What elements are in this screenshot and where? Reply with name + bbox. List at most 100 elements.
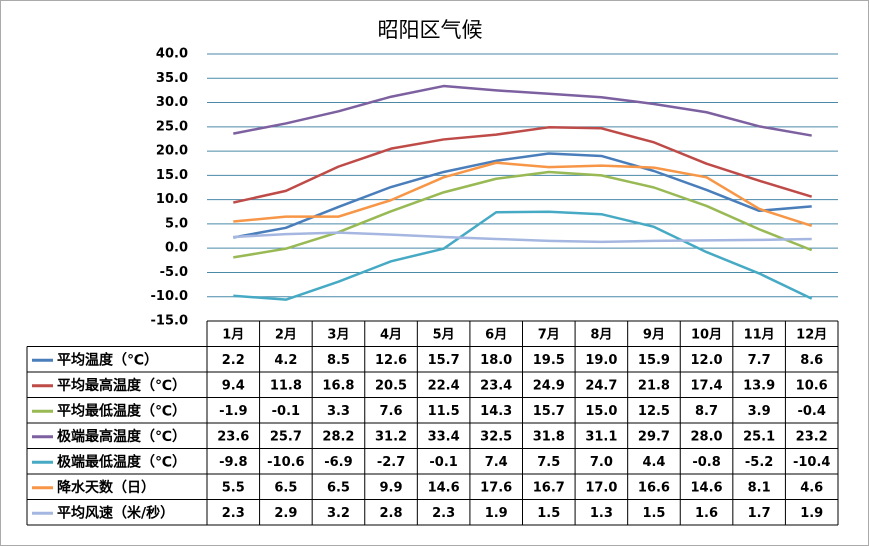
table-cell: 1.5 [537, 506, 560, 521]
y-tick-label: -10.0 [151, 289, 188, 304]
table-cell: 15.7 [428, 353, 460, 368]
table-cell: 6.5 [274, 480, 297, 495]
table-cell: -10.4 [793, 455, 830, 470]
y-tick-label: -15.0 [151, 314, 188, 329]
table-cell: 16.7 [533, 480, 565, 495]
table-cell: 31.2 [375, 429, 407, 444]
table-cell: 1.9 [800, 506, 823, 521]
table-cell: 1.6 [695, 506, 718, 521]
table-cell: 31.1 [585, 429, 617, 444]
y-tick-label: 30.0 [156, 95, 188, 110]
table-cell: 19.5 [533, 353, 565, 368]
table-cell: 8.5 [327, 353, 350, 368]
x-tick-label: 4月 [380, 327, 402, 342]
table-cell: 25.7 [270, 429, 302, 444]
table-cell: 12.5 [638, 404, 670, 419]
y-tick-label: 10.0 [156, 192, 188, 207]
table-cell: 9.9 [380, 480, 403, 495]
table-cell: 7.4 [485, 455, 508, 470]
y-tick-label: 0.0 [165, 241, 188, 256]
table-cell: 1.7 [748, 506, 771, 521]
table-cell: 31.8 [533, 429, 565, 444]
series-line [233, 161, 813, 228]
table-cell: -1.9 [219, 404, 247, 419]
table-cell: 1.3 [590, 506, 613, 521]
y-tick-label: 20.0 [156, 144, 188, 159]
table-cell: 10.6 [796, 378, 828, 393]
legend-label: 极端最高温度（℃） [57, 428, 186, 445]
series-line [233, 210, 813, 301]
table-cell: 17.0 [585, 480, 617, 495]
legend-label: 极端最低温度（℃） [57, 453, 186, 470]
table-cell: -0.1 [272, 404, 300, 419]
table-cell: 23.6 [217, 429, 249, 444]
table-cell: 11.8 [270, 378, 302, 393]
legend-label: 平均最高温度（℃） [57, 377, 186, 394]
table-cell: 4.2 [274, 353, 297, 368]
table-cell: 12.6 [375, 353, 407, 368]
table-cell: 28.0 [691, 429, 723, 444]
series-line [233, 170, 813, 259]
table-cell: 17.4 [691, 378, 723, 393]
table-cell: 9.4 [222, 378, 245, 393]
table-cell: -5.2 [745, 455, 773, 470]
table-cell: 17.6 [480, 480, 512, 495]
table-cell: 3.3 [327, 404, 350, 419]
x-tick-label: 5月 [433, 327, 455, 342]
series-line [233, 231, 812, 244]
table-cell: 14.6 [428, 480, 460, 495]
table-cell: 29.7 [638, 429, 670, 444]
table-cell: -2.7 [377, 455, 405, 470]
y-tick-label: -5.0 [160, 265, 188, 280]
table-cell: 7.6 [380, 404, 403, 419]
table-cell: 15.7 [533, 404, 565, 419]
table-cell: 15.0 [585, 404, 617, 419]
table-cell: -0.1 [429, 455, 457, 470]
chart-title: 昭阳区气候 [378, 18, 483, 42]
table-cell: -0.4 [797, 404, 825, 419]
x-tick-label: 11月 [744, 327, 775, 342]
table-cell: -10.6 [267, 455, 304, 470]
table-cell: 11.5 [428, 404, 460, 419]
legend-label: 平均最低温度（℃） [57, 402, 186, 419]
table-cell: 7.5 [537, 455, 560, 470]
table-cell: 20.5 [375, 378, 407, 393]
legend-label: 降水天数（日） [57, 479, 155, 496]
x-tick-label: 12月 [796, 327, 827, 342]
table-cell: 24.9 [533, 378, 565, 393]
x-tick-label: 3月 [327, 327, 349, 342]
table-cell: 22.4 [428, 378, 460, 393]
table-cell: 5.5 [222, 480, 245, 495]
table-cell: 8.6 [800, 353, 823, 368]
y-tick-label: 25.0 [156, 119, 188, 134]
table-cell: 1.5 [642, 506, 665, 521]
table-cell: 24.7 [585, 378, 617, 393]
table-cell: 14.3 [480, 404, 512, 419]
table-cell: 2.9 [274, 506, 297, 521]
y-tick-label: 5.0 [165, 216, 188, 231]
table-cell: 28.2 [322, 429, 354, 444]
table-cell: 14.6 [691, 480, 723, 495]
x-tick-label: 8月 [590, 327, 612, 342]
table-cell: 8.1 [748, 480, 771, 495]
x-tick-label: 9月 [643, 327, 665, 342]
x-tick-label: 1月 [222, 327, 244, 342]
table-cell: 16.8 [322, 378, 354, 393]
x-tick-label: 7月 [538, 327, 560, 342]
table-cell: 6.5 [327, 480, 350, 495]
table-cell: 3.9 [748, 404, 771, 419]
table-cell: 7.7 [748, 353, 771, 368]
table-cell: -6.9 [324, 455, 352, 470]
table-cell: 19.0 [585, 353, 617, 368]
table-cell: 2.2 [222, 353, 245, 368]
table-cell: 8.7 [695, 404, 718, 419]
table-cell: 15.9 [638, 353, 670, 368]
table-cell: 3.2 [327, 506, 350, 521]
y-tick-label: 15.0 [156, 168, 188, 183]
y-tick-label: 40.0 [156, 47, 188, 62]
x-tick-label: 10月 [691, 327, 722, 342]
legend-label: 平均风速（米/秒） [57, 504, 174, 521]
y-tick-label: 35.0 [156, 71, 188, 86]
table-cell: 25.1 [743, 429, 775, 444]
